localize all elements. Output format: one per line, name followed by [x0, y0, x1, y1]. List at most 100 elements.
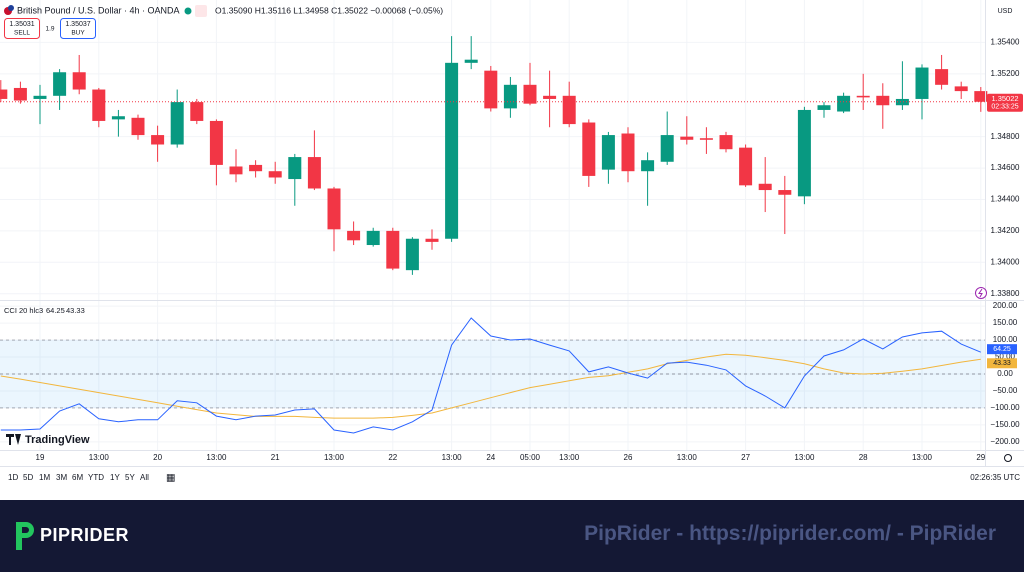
candle-body [13, 87, 27, 101]
banner: PIPRIDER PipRider - https://piprider.com… [0, 500, 1024, 572]
candle-body [111, 116, 125, 120]
range-button[interactable]: 1Y [110, 473, 120, 482]
sell-button[interactable] [4, 18, 40, 39]
candle-body [621, 133, 635, 172]
symbol-title: British Pound / U.S. Dollar · 4h · OANDA [17, 5, 180, 15]
grid [0, 0, 985, 450]
x-tick-label: 27 [741, 453, 750, 462]
indicator-value: 43.33 [66, 306, 85, 315]
candle-body [327, 188, 341, 230]
x-tick-label: 26 [624, 453, 633, 462]
candle-body [131, 117, 145, 136]
candle-body [837, 95, 851, 112]
x-tick-label: 13:00 [442, 453, 463, 462]
candle-body [582, 122, 596, 176]
watermark-url: PipRider - https://piprider.com/ - PipRi… [584, 522, 996, 545]
range-button[interactable]: 1D [8, 473, 18, 482]
buy-label: BUY [71, 30, 85, 37]
indicator-line [0, 317, 981, 434]
range-bar: 1D 5D 1M 3M 6M YTD 1Y 5Y All [8, 473, 149, 482]
candle-body [778, 190, 792, 195]
buy-price: 1.35037 [65, 21, 90, 28]
candle-body [641, 160, 655, 172]
x-tick-label: 28 [859, 453, 868, 462]
y-tick-label: 200.00 [993, 301, 1018, 310]
range-button[interactable]: 3M [56, 473, 67, 482]
x-tick-label: 13:00 [324, 453, 345, 462]
x-tick-label: 13:00 [559, 453, 580, 462]
x-tick-label: 24 [486, 453, 495, 462]
spread: 1.9 [45, 26, 54, 33]
y-tick-label: −100.00 [990, 403, 1020, 412]
buy-button[interactable] [60, 18, 96, 39]
candle-body [229, 166, 243, 175]
brand: PIPRIDER [40, 525, 130, 545]
y-tick-label: 1.35400 [991, 38, 1020, 47]
x-tick-label: 29 [976, 453, 985, 462]
range-button[interactable]: All [140, 473, 149, 482]
y-tick-label: 1.34200 [991, 226, 1020, 235]
candle-body [915, 67, 929, 99]
candle-body [876, 95, 890, 106]
price-label-box [987, 93, 1023, 112]
candle-body [209, 120, 223, 165]
alert-bolt [978, 288, 983, 298]
candle-body [543, 95, 557, 99]
indicator-value: 64.25 [46, 306, 65, 315]
candle-body [249, 164, 263, 172]
candle-body [699, 138, 713, 140]
candle-body [660, 135, 674, 162]
y-tick-label: 50.00 [995, 352, 1016, 361]
indicator-title: CCI 20 hlc3 [4, 306, 43, 315]
candle-body [288, 157, 302, 180]
date-range-icon[interactable]: ▦ [166, 473, 175, 484]
x-tick-label: 05:00 [520, 453, 541, 462]
sell-price: 1.35031 [9, 21, 34, 28]
x-tick-label: 13:00 [89, 453, 110, 462]
value-label: 43.33 [993, 360, 1011, 367]
x-tick-label: 13:00 [794, 453, 815, 462]
y-tick-label: 1.35200 [991, 69, 1020, 78]
y-tick-label: −150.00 [990, 420, 1020, 429]
background [0, 0, 1024, 500]
y-tick-label: 0.00 [997, 369, 1013, 378]
price-label: 1.35022 [991, 94, 1018, 103]
clock: 02:26:35 UTC [970, 473, 1020, 482]
candle-body [268, 171, 282, 178]
chart: British Pound / U.S. Dollar · 4h · OANDA… [0, 0, 1024, 500]
currency: USD [998, 8, 1013, 15]
candle-body [72, 72, 86, 90]
y-tick-label: 1.34000 [991, 257, 1020, 266]
range-button[interactable]: 6M [72, 473, 83, 482]
market-status [184, 7, 192, 15]
candle-body [347, 230, 361, 241]
range-button[interactable]: 5Y [125, 473, 135, 482]
y-tick-label: −50.00 [993, 386, 1018, 395]
candle-body [386, 230, 400, 269]
y-tick-label: 1.34400 [991, 195, 1020, 204]
candle-body [151, 135, 165, 145]
candle-body [739, 147, 753, 186]
candle-body [523, 84, 537, 104]
candle-body [797, 109, 811, 197]
settings-icon[interactable] [1004, 454, 1012, 462]
x-tick-label: 13:00 [912, 453, 933, 462]
candle-body [895, 98, 909, 106]
range-button[interactable]: 1M [39, 473, 50, 482]
ohlc-legend: O1.35090 H1.35116 L1.34958 C1.35022 −0.0… [215, 5, 443, 15]
range-button[interactable]: 5D [23, 473, 33, 482]
x-tick-label: 13:00 [206, 453, 227, 462]
brand-mark [16, 522, 34, 550]
candle-body [445, 62, 459, 239]
range-button[interactable]: YTD [88, 473, 104, 482]
candle-body [680, 136, 694, 140]
value-label-box [987, 358, 1017, 369]
y-tick-label: 150.00 [993, 318, 1018, 327]
candle-body [53, 72, 67, 96]
flag-button[interactable] [195, 5, 207, 17]
candle-body [0, 89, 8, 99]
candle-body [817, 105, 831, 110]
candle-body [366, 230, 380, 246]
tv-logo: TradingView [25, 434, 90, 446]
